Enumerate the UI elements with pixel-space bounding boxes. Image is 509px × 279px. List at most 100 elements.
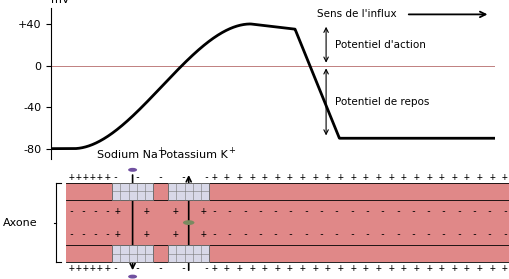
Text: +: +: [413, 263, 418, 273]
Text: -: -: [333, 229, 339, 239]
Text: +: +: [90, 172, 96, 182]
Text: +: +: [501, 263, 507, 273]
Text: -: -: [470, 206, 476, 216]
Text: +: +: [75, 263, 81, 273]
Ellipse shape: [183, 220, 194, 225]
Text: +: +: [249, 172, 254, 182]
Text: -: -: [272, 206, 278, 216]
Text: +: +: [299, 263, 305, 273]
Text: +: +: [387, 263, 393, 273]
Text: Sens de l'influx: Sens de l'influx: [317, 9, 397, 20]
Text: -: -: [68, 206, 74, 216]
Text: +: +: [236, 172, 242, 182]
Text: +: +: [143, 229, 149, 239]
Text: +: +: [337, 172, 343, 182]
Text: +: +: [261, 172, 267, 182]
Text: -: -: [318, 206, 324, 216]
Bar: [66, 183, 509, 200]
Text: -: -: [394, 229, 400, 239]
Text: -: -: [68, 229, 74, 239]
Text: -: -: [333, 206, 339, 216]
Text: -: -: [180, 263, 186, 273]
Text: +: +: [75, 172, 81, 182]
Text: -: -: [287, 229, 293, 239]
Text: -: -: [134, 263, 140, 273]
Text: -: -: [92, 206, 98, 216]
Text: -: -: [241, 206, 247, 216]
Text: +: +: [375, 172, 381, 182]
Text: +: +: [450, 263, 457, 273]
Text: -: -: [134, 172, 140, 182]
Text: +: +: [228, 146, 235, 155]
Bar: [112, 246, 153, 262]
Bar: [112, 183, 153, 200]
Bar: [168, 183, 209, 200]
Text: +: +: [82, 263, 89, 273]
Text: +: +: [172, 206, 178, 216]
Text: +: +: [463, 263, 469, 273]
Text: -: -: [440, 229, 446, 239]
Text: -: -: [80, 229, 86, 239]
Text: -: -: [379, 229, 385, 239]
Text: +: +: [274, 172, 280, 182]
Text: +: +: [68, 172, 74, 182]
Bar: [66, 183, 509, 246]
Text: +: +: [413, 172, 418, 182]
Text: +: +: [426, 263, 431, 273]
Text: +: +: [400, 172, 406, 182]
Text: -: -: [394, 206, 400, 216]
Text: -: -: [302, 206, 308, 216]
Text: +: +: [375, 263, 381, 273]
Text: +: +: [68, 263, 74, 273]
Text: +: +: [211, 263, 217, 273]
Ellipse shape: [128, 275, 137, 278]
Text: +: +: [97, 172, 103, 182]
Text: -: -: [226, 229, 232, 239]
Text: +: +: [438, 172, 444, 182]
Text: -: -: [348, 206, 354, 216]
Text: +: +: [249, 263, 254, 273]
Text: +: +: [488, 263, 494, 273]
Text: -: -: [409, 206, 415, 216]
Text: -: -: [157, 172, 163, 182]
Text: +: +: [501, 172, 507, 182]
Text: +: +: [476, 263, 482, 273]
Text: +: +: [438, 263, 444, 273]
Text: +: +: [488, 172, 494, 182]
Text: +: +: [299, 172, 305, 182]
Text: -: -: [425, 206, 431, 216]
Text: -: -: [318, 229, 324, 239]
Text: -: -: [425, 229, 431, 239]
Bar: [66, 246, 509, 262]
Text: +: +: [350, 172, 355, 182]
Text: -: -: [470, 229, 476, 239]
Text: +: +: [104, 263, 110, 273]
Text: +: +: [426, 172, 431, 182]
Text: mV: mV: [51, 0, 69, 5]
Text: +: +: [114, 206, 120, 216]
Text: +: +: [450, 172, 457, 182]
Text: -: -: [104, 206, 110, 216]
Text: +: +: [337, 263, 343, 273]
Text: +: +: [324, 172, 330, 182]
Text: -: -: [257, 206, 263, 216]
Text: +: +: [223, 172, 230, 182]
Text: +: +: [312, 172, 318, 182]
Text: +: +: [463, 172, 469, 182]
Text: -: -: [203, 263, 209, 273]
Text: +: +: [362, 172, 368, 182]
Text: -: -: [455, 229, 461, 239]
Text: -: -: [241, 229, 247, 239]
Text: +: +: [400, 263, 406, 273]
Text: -: -: [287, 206, 293, 216]
Text: Potentiel de repos: Potentiel de repos: [334, 97, 429, 107]
Text: +: +: [261, 263, 267, 273]
Text: +: +: [324, 263, 330, 273]
Text: -: -: [111, 263, 118, 273]
Text: +: +: [312, 263, 318, 273]
Text: +: +: [104, 172, 110, 182]
Text: Axone: Axone: [3, 218, 37, 228]
Text: +: +: [223, 263, 230, 273]
Text: -: -: [211, 206, 217, 216]
Text: +: +: [97, 263, 103, 273]
